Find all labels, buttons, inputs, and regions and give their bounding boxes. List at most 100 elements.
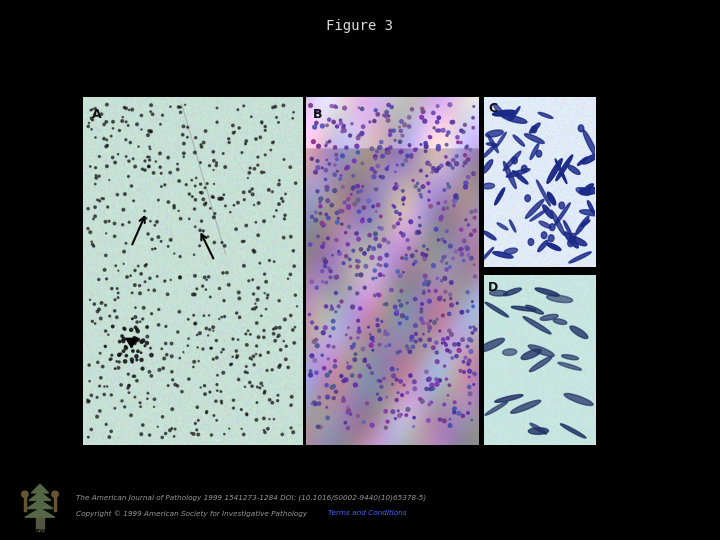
Point [165, 275, 176, 284]
Point [201, 324, 212, 333]
Point [323, 342, 334, 350]
Point [123, 381, 135, 390]
Point [310, 168, 321, 177]
Point [203, 311, 215, 320]
Point [325, 368, 336, 376]
Point [207, 192, 218, 201]
Ellipse shape [549, 235, 554, 241]
Point [459, 151, 471, 159]
Point [99, 342, 111, 350]
Point [414, 228, 426, 237]
Point [418, 107, 429, 116]
Point [410, 182, 421, 191]
Point [460, 179, 472, 187]
Point [452, 138, 464, 147]
Point [308, 338, 320, 346]
Point [374, 254, 386, 262]
Ellipse shape [513, 135, 525, 146]
Point [119, 403, 130, 411]
Ellipse shape [546, 243, 561, 251]
Point [122, 121, 134, 130]
Point [104, 355, 116, 364]
Point [218, 191, 230, 199]
Ellipse shape [528, 345, 554, 356]
Point [240, 137, 252, 145]
Point [208, 157, 220, 165]
Point [456, 308, 467, 316]
Point [397, 195, 409, 204]
Point [223, 424, 235, 433]
Point [367, 337, 379, 346]
Point [343, 363, 354, 372]
Point [129, 266, 140, 275]
Point [416, 397, 428, 406]
Point [450, 192, 462, 200]
Point [248, 246, 259, 255]
Point [84, 228, 96, 237]
Point [369, 230, 381, 238]
Point [143, 368, 155, 376]
Point [197, 282, 208, 291]
Point [219, 430, 230, 438]
Point [247, 275, 258, 284]
Point [189, 357, 200, 366]
Ellipse shape [529, 356, 552, 372]
Point [402, 405, 414, 414]
Point [204, 293, 216, 301]
Point [92, 307, 104, 316]
Point [394, 411, 405, 420]
Point [387, 201, 399, 210]
Point [423, 320, 434, 328]
Point [462, 342, 473, 351]
Point [423, 416, 434, 425]
Point [200, 127, 212, 136]
Point [392, 161, 403, 170]
Point [102, 141, 113, 150]
Point [394, 123, 405, 131]
Point [154, 149, 166, 158]
Point [122, 172, 134, 181]
Point [346, 342, 357, 350]
Point [381, 110, 392, 119]
Polygon shape [29, 492, 50, 501]
Point [228, 129, 239, 137]
Point [352, 262, 364, 271]
Point [184, 214, 195, 223]
Point [309, 123, 320, 131]
Point [305, 367, 316, 375]
Point [82, 397, 94, 406]
Point [401, 342, 413, 350]
Point [413, 186, 425, 194]
Point [274, 176, 285, 185]
Point [378, 111, 390, 120]
Point [402, 299, 413, 307]
Point [317, 278, 328, 286]
Point [243, 326, 254, 335]
Point [461, 243, 472, 252]
Point [379, 327, 391, 335]
Point [244, 187, 256, 196]
Point [105, 355, 117, 363]
Point [106, 390, 117, 399]
Point [196, 143, 207, 151]
Ellipse shape [583, 130, 598, 158]
Point [338, 124, 349, 132]
Ellipse shape [553, 319, 567, 325]
Point [189, 205, 200, 213]
Point [422, 280, 433, 289]
Point [181, 180, 192, 189]
Point [420, 139, 431, 147]
Point [285, 232, 297, 241]
Point [318, 255, 330, 264]
Point [435, 214, 446, 223]
Point [248, 352, 259, 361]
Point [144, 143, 156, 151]
Point [119, 325, 130, 333]
Point [418, 280, 430, 288]
Point [444, 347, 456, 356]
Point [352, 411, 364, 420]
Point [187, 290, 199, 299]
Point [100, 251, 112, 260]
Point [168, 249, 180, 258]
Point [248, 201, 260, 210]
